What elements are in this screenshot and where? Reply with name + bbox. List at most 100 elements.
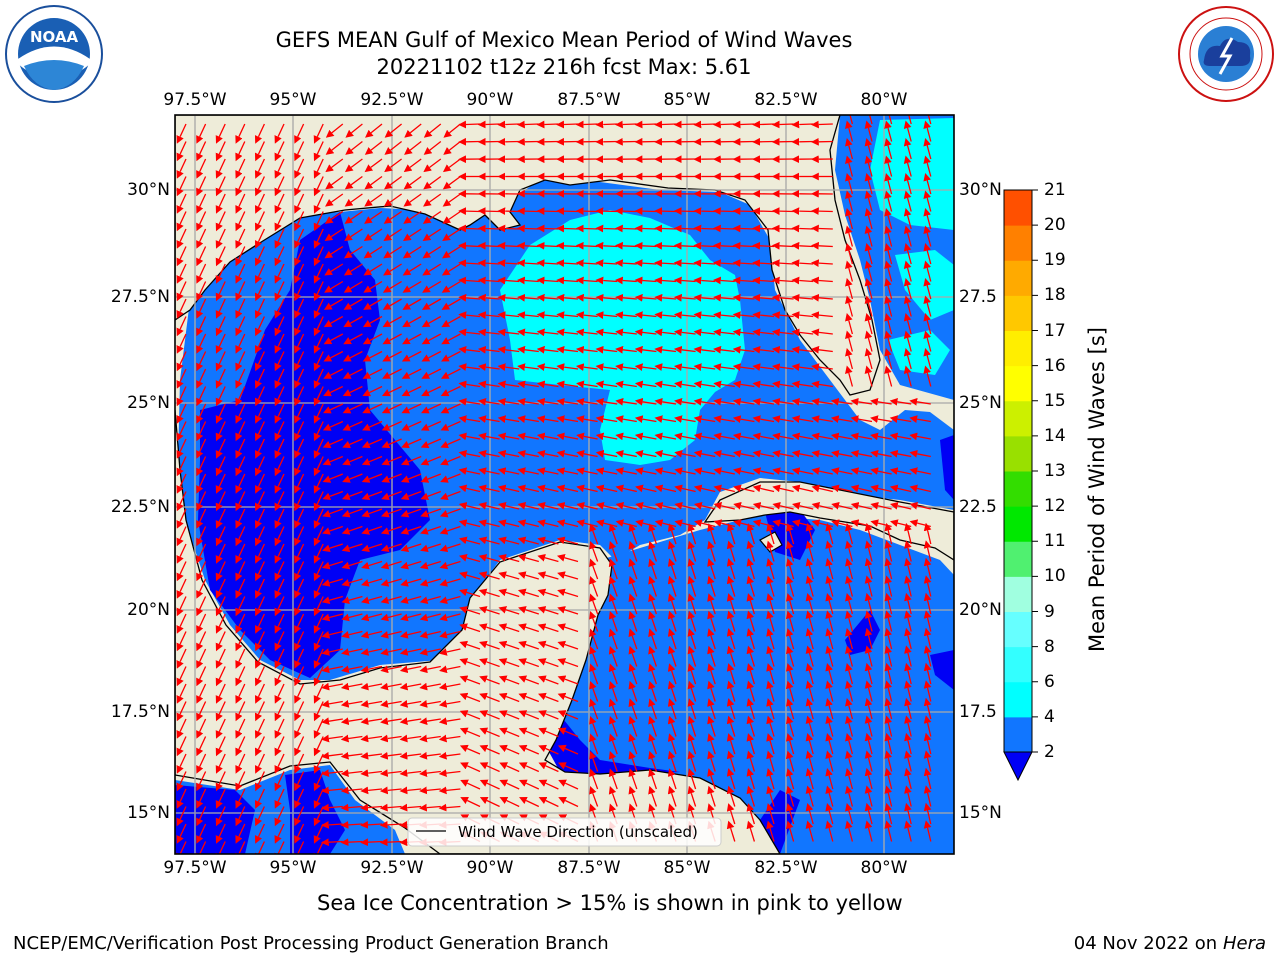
wind-wave-arrow [404, 123, 422, 138]
wind-wave-arrow [402, 298, 422, 310]
colorbar-segment [1004, 365, 1032, 402]
wind-wave-arrow [176, 526, 187, 547]
wind-wave-arrow [215, 228, 226, 249]
wind-wave-arrow [196, 438, 207, 459]
wind-wave-arrow [439, 490, 461, 501]
wind-wave-arrow [791, 449, 814, 458]
colorbar-tick-label: 20 [1044, 215, 1066, 236]
wind-wave-arrow [274, 333, 285, 354]
wind-wave-arrow [517, 519, 539, 528]
wind-wave-arrow [791, 224, 814, 233]
wind-wave-arrow [576, 432, 598, 441]
wind-wave-arrow [235, 473, 246, 494]
wind-wave-arrow [556, 484, 579, 493]
wind-wave-arrow [673, 224, 696, 233]
wind-wave-arrow [361, 508, 383, 518]
wind-wave-arrow [595, 363, 618, 371]
wind-wave-arrow [654, 345, 677, 354]
wind-wave-arrow [772, 380, 794, 389]
wind-wave-arrow [400, 473, 422, 483]
wind-wave-arrow [322, 508, 344, 518]
wind-wave-arrow [196, 228, 207, 249]
wind-wave-arrow [654, 397, 677, 406]
wind-wave-arrow [732, 311, 755, 319]
wind-wave-arrow [235, 403, 246, 424]
wind-wave-arrow [363, 280, 383, 293]
wind-wave-arrow [752, 397, 775, 406]
wind-wave-arrow [294, 526, 305, 547]
wind-wave-arrow [674, 502, 696, 510]
wind-wave-arrow [400, 490, 422, 501]
wind-wave-arrow [713, 311, 735, 319]
wind-wave-arrow [497, 259, 520, 267]
wind-wave-arrow [254, 421, 265, 442]
wind-wave-arrow [439, 543, 461, 553]
wind-wave-arrow [215, 421, 226, 442]
wind-wave-arrow [576, 502, 598, 510]
wind-wave-arrow [458, 519, 481, 528]
wind-wave-arrow [440, 420, 461, 431]
wind-wave-arrow [575, 259, 598, 267]
wind-wave-arrow [752, 293, 775, 302]
wind-wave-arrow [196, 211, 207, 232]
wind-wave-arrow [176, 491, 187, 512]
wind-wave-arrow [831, 467, 853, 475]
wind-wave-arrow [341, 508, 363, 518]
wind-wave-arrow [342, 368, 363, 379]
wind-wave-arrow [752, 363, 775, 371]
wind-wave-arrow [477, 293, 500, 302]
wind-wave-arrow [420, 525, 442, 535]
wind-wave-arrow [831, 449, 853, 458]
wind-wave-arrow [556, 502, 579, 510]
wind-wave-arrow [441, 333, 461, 345]
wind-wave-arrow [440, 368, 461, 379]
wind-wave-arrow [811, 449, 833, 458]
wind-wave-arrow [556, 241, 579, 250]
wind-wave-arrow [536, 276, 559, 285]
wind-wave-arrow [477, 120, 500, 129]
wind-wave-arrow [713, 484, 735, 493]
colorbar-tick-label: 10 [1044, 566, 1066, 587]
wind-wave-arrow [383, 263, 402, 276]
wind-wave-arrow [674, 397, 696, 406]
wind-wave-arrow [674, 432, 696, 441]
wind-wave-arrow [422, 228, 442, 241]
wind-wave-arrow [254, 316, 265, 337]
wind-wave-arrow [517, 449, 539, 458]
wind-wave-arrow [654, 467, 677, 475]
wind-wave-arrow [343, 298, 363, 310]
lat-tick-left: 17.5°N [110, 702, 170, 722]
wind-wave-arrow [254, 508, 265, 529]
wind-wave-arrow [791, 397, 814, 406]
wind-wave-arrow [654, 380, 677, 389]
wind-wave-arrow [176, 386, 187, 407]
wind-wave-arrow [576, 467, 598, 475]
wind-wave-arrow [401, 350, 422, 362]
wind-wave-arrow [556, 293, 579, 302]
chart-subtitle: 20221102 t12z 216h fcst Max: 5.61 [376, 55, 752, 79]
wind-wave-arrow [870, 484, 892, 493]
wind-wave-arrow [654, 311, 677, 319]
wind-wave-arrow [274, 386, 285, 407]
wind-wave-arrow [884, 365, 893, 387]
wind-wave-arrow [379, 821, 402, 829]
wind-wave-arrow [556, 120, 579, 129]
wind-wave-arrow [595, 293, 618, 302]
wind-wave-arrow [674, 467, 696, 475]
wind-wave-arrow [635, 449, 657, 458]
wind-wave-arrow [889, 484, 912, 493]
wind-wave-arrow [402, 228, 422, 241]
wind-wave-arrow [343, 263, 363, 276]
lon-tick-top: 87.5°W [557, 90, 621, 110]
wind-wave-arrow [811, 276, 833, 285]
wind-wave-arrow [693, 345, 716, 354]
wind-wave-arrow [478, 449, 500, 458]
wind-wave-arrow [196, 333, 207, 354]
wind-wave-arrow [235, 263, 246, 284]
wind-wave-arrow [556, 363, 579, 371]
wind-wave-arrow [458, 484, 481, 493]
colorbar-segment [1004, 295, 1032, 331]
wind-wave-arrow [313, 456, 324, 477]
wind-wave-arrow [556, 276, 579, 285]
